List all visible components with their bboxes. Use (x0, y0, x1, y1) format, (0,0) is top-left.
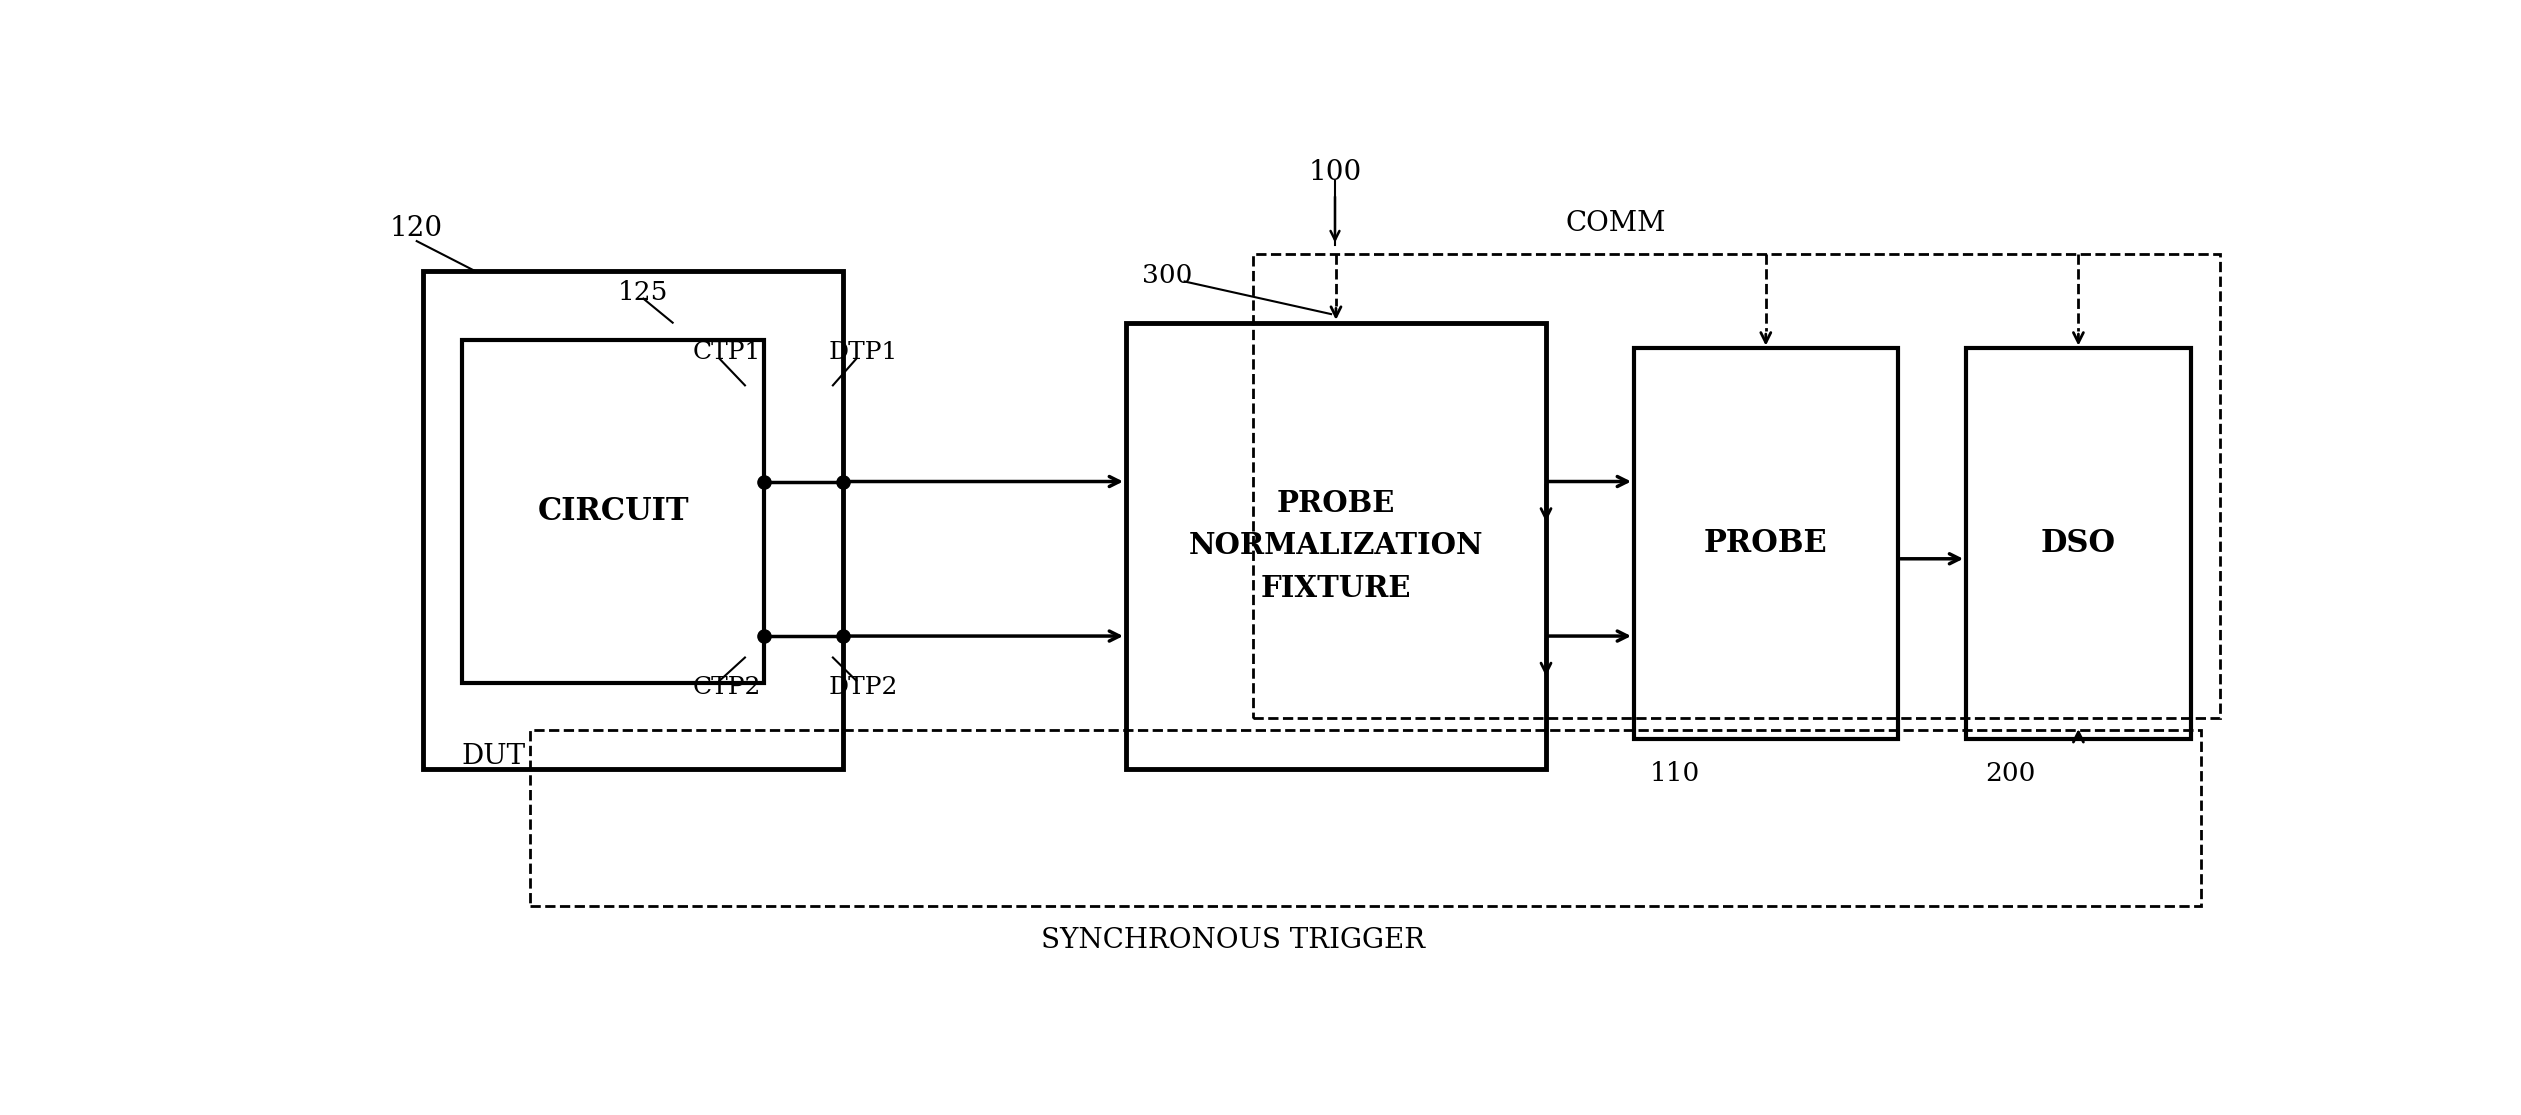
Text: 125: 125 (618, 280, 668, 306)
Bar (424, 271, 842, 769)
Text: 110: 110 (1649, 760, 1699, 786)
Text: CTP2: CTP2 (693, 676, 761, 699)
Text: COMM: COMM (1566, 211, 1666, 237)
Bar (529, 730, 2201, 906)
Text: 200: 200 (1987, 760, 2037, 786)
Text: PROBE: PROBE (1704, 529, 1828, 560)
Text: DTP1: DTP1 (829, 341, 897, 365)
Bar (461, 340, 764, 683)
Text: CTP1: CTP1 (693, 341, 761, 365)
Bar (1966, 348, 2191, 739)
Text: SYNCHRONOUS TRIGGER: SYNCHRONOUS TRIGGER (1041, 928, 1424, 954)
Text: PROBE
NORMALIZATION
FIXTURE: PROBE NORMALIZATION FIXTURE (1190, 488, 1482, 603)
Text: 100: 100 (1308, 159, 1361, 186)
Bar (1127, 322, 1545, 769)
Text: DUT: DUT (461, 743, 527, 769)
Bar (1634, 348, 1898, 739)
Bar (1253, 254, 2221, 718)
Point (822, 627, 862, 644)
Text: DTP2: DTP2 (829, 676, 897, 699)
Text: 300: 300 (1142, 263, 1192, 288)
Text: DSO: DSO (2042, 529, 2115, 560)
Point (822, 473, 862, 491)
Text: 120: 120 (388, 215, 444, 242)
Point (744, 473, 784, 491)
Point (744, 627, 784, 644)
Text: CIRCUIT: CIRCUIT (537, 496, 688, 527)
